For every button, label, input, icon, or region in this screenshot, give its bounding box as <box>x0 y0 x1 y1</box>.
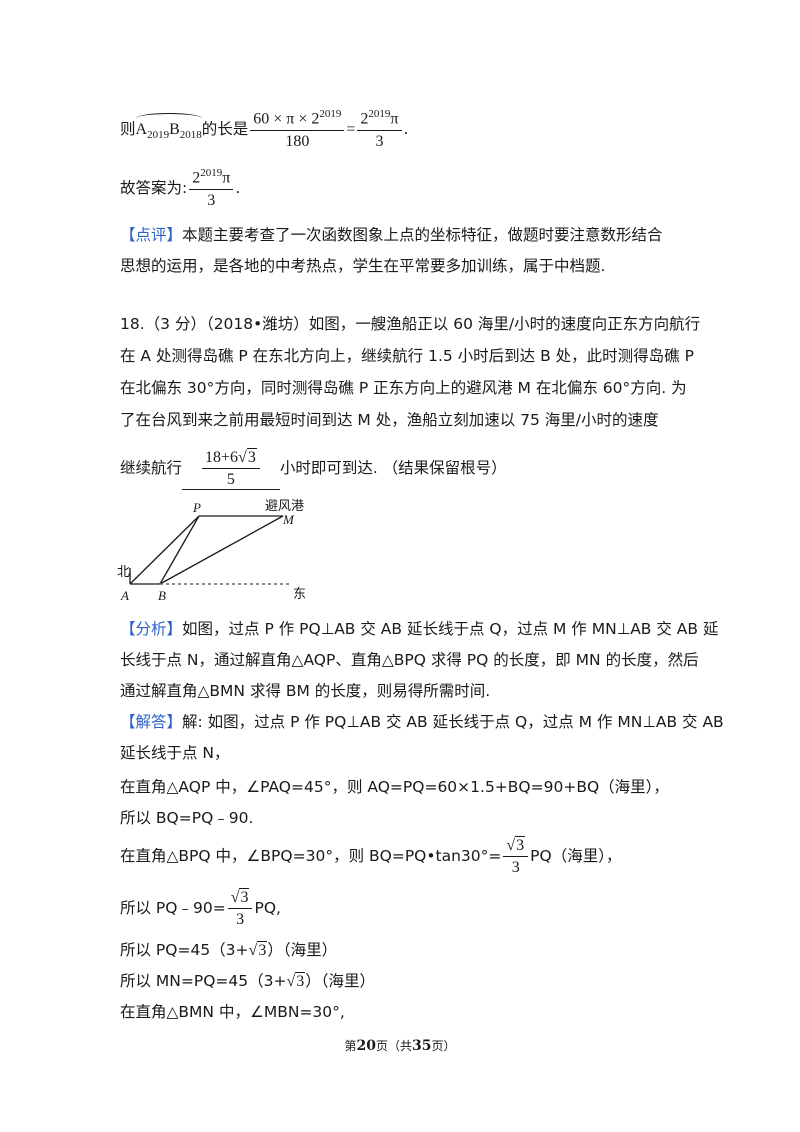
fraction-arc-length: 60 × π × 22019 180 <box>250 108 345 151</box>
analysis-line-1: 【分析】如图，过点 P 作 PQ⊥AB 交 AB 延长线于点 Q，过点 M 作 … <box>120 620 719 638</box>
label-harbor: 避风港 <box>265 498 304 513</box>
solution-line-9: 在直角△BMN 中，∠MBN=30°, <box>120 1003 345 1021</box>
label-m: M <box>282 512 295 527</box>
fraction-sqrt3-over-3: √3 3 <box>503 836 529 877</box>
arc-a2019-b2018: A2019B2018 <box>135 112 202 146</box>
segment-ap <box>129 515 200 585</box>
solution-line-6: 所以 PQ﹣90= √3 3 PQ, <box>120 888 281 929</box>
solution-line-5: 在直角△BPQ 中，∠BPQ=30°，则 BQ=PQ•tan30°= √3 3 PQ（… <box>120 836 622 877</box>
sqrt-symbol: √3 <box>238 448 257 466</box>
sqrt-symbol: √3 <box>286 972 306 990</box>
label-p: P <box>192 500 201 515</box>
label-east: 东 <box>293 586 306 601</box>
problem-line-3: 在北偏东 30°方向，同时测得岛礁 P 正东方向上的避风港 M 在北偏东 60°… <box>120 379 687 397</box>
solution-line-1: 【解答】解: 如图，过点 P 作 PQ⊥AB 交 AB 延长线于点 Q，过点 M… <box>120 713 724 731</box>
analysis-line-3: 通过解直角△BMN 求得 BM 的长度，则易得所需时间. <box>120 682 491 700</box>
answer-fraction: 22019π 3 <box>189 167 234 210</box>
problem-line-5: 继续航行 18+6√3 5 小时即可到达. （结果保留根号） <box>120 448 507 491</box>
sqrt-symbol: √3 <box>248 941 268 959</box>
text: 则 <box>120 119 136 138</box>
fraction-result: 22019π 3 <box>357 108 402 151</box>
label-a: A <box>120 588 129 603</box>
total-pages: 35 <box>412 1038 432 1054</box>
segment-bm <box>159 515 284 585</box>
analysis-line-2: 长线于点 N，通过解直角△AQP、直角△BPQ 求得 PQ 的长度，即 MN 的… <box>120 651 699 669</box>
solution-line-8: 所以 MN=PQ=45（3+√3）（海里） <box>120 972 376 990</box>
answer-fraction-18: 18+6√3 5 <box>202 448 260 489</box>
arc-length-line: 则A2019B2018的长是 60 × π × 22019 180 = 22019π 3. <box>120 108 409 151</box>
solution-line-4: 所以 BQ=PQ﹣90. <box>120 809 254 827</box>
page-footer: 第20页（共35页） <box>344 1038 456 1054</box>
comment-line-2: 思想的运用，是各地的中考热点，学生在平常要多加训练，属于中档题. <box>120 257 606 275</box>
solution-line-7: 所以 PQ=45（3+√3）（海里） <box>120 941 338 959</box>
analysis-tag: 【分析】 <box>120 620 183 638</box>
comment-tag: 【点评】 <box>120 226 183 244</box>
text: 的长是 <box>201 119 249 138</box>
solution-tag: 【解答】 <box>120 713 183 731</box>
segment-bp <box>159 515 200 585</box>
problem-line-1: 18.（3 分）（2018•潍坊）如图，一艘渔船正以 60 海里/小时的速度向正… <box>120 315 701 333</box>
solution-line-3: 在直角△AQP 中，∠PAQ=45°，则 AQ=PQ=60×1.5+BQ=90+… <box>120 778 669 796</box>
page-number: 20 <box>356 1038 376 1054</box>
solution-line-2: 延长线于点 N， <box>120 744 230 762</box>
diagram-figure: P M 避风港 北 A B 东 <box>117 498 306 603</box>
comment-line-1: 【点评】本题主要考查了一次函数图象上点的坐标特征，做题时要注意数形结合 <box>120 226 663 244</box>
fraction-sqrt3-over-3: √3 3 <box>227 888 253 929</box>
problem-line-4: 了在台风到来之前用最短时间到达 M 处，渔船立刻加速以 75 海里/小时的速度 <box>120 411 659 429</box>
answer-blank: 18+6√3 5 <box>182 448 280 491</box>
label-north: 北 <box>117 564 130 579</box>
answer-line: 故答案为: 22019π 3. <box>120 167 241 210</box>
label-b: B <box>158 588 166 603</box>
problem-line-2: 在 A 处测得岛礁 P 在东北方向上，继续航行 1.5 小时后到达 B 处，此时… <box>120 347 694 365</box>
